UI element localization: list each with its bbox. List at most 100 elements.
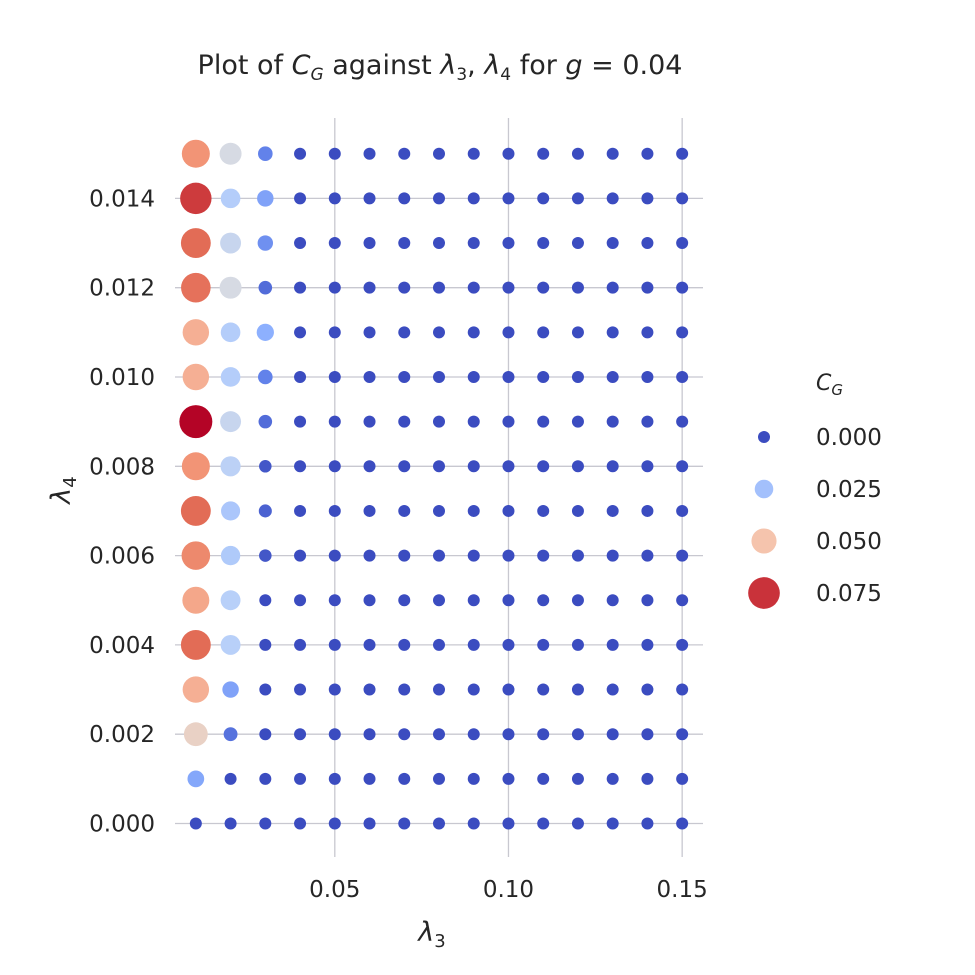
data-point bbox=[433, 326, 445, 339]
data-point bbox=[433, 817, 445, 830]
data-point bbox=[189, 817, 202, 830]
data-point bbox=[571, 683, 584, 696]
data-point bbox=[219, 142, 242, 165]
chart-title-l3-sub: 3 bbox=[456, 65, 467, 85]
data-point bbox=[294, 192, 307, 205]
data-point bbox=[294, 326, 307, 339]
data-point bbox=[258, 280, 273, 295]
chart-title-g: g bbox=[565, 50, 582, 81]
data-point bbox=[641, 594, 654, 607]
legend-marker bbox=[754, 479, 774, 499]
data-point bbox=[294, 415, 307, 428]
data-point bbox=[328, 370, 341, 383]
data-point bbox=[398, 460, 411, 473]
data-point bbox=[676, 504, 689, 517]
y-tick-labels: 0.000 0.002 0.004 0.006 0.008 0.010 0.012 0.014 bbox=[89, 186, 155, 837]
data-point bbox=[363, 370, 376, 383]
data-point bbox=[502, 817, 515, 830]
data-point bbox=[363, 504, 376, 517]
chart-title-c-sub: G bbox=[310, 65, 323, 85]
data-point bbox=[467, 370, 480, 383]
data-point bbox=[537, 192, 550, 205]
data-point bbox=[676, 683, 689, 696]
data-point bbox=[676, 147, 689, 160]
y-tick-label: 0.012 bbox=[89, 276, 155, 302]
data-point bbox=[502, 192, 515, 205]
data-point bbox=[467, 772, 480, 785]
data-point bbox=[467, 504, 480, 517]
data-point bbox=[606, 728, 619, 741]
data-point bbox=[537, 817, 550, 830]
legend-title-sym: C bbox=[816, 371, 832, 396]
data-point bbox=[294, 237, 307, 250]
data-point bbox=[571, 594, 584, 607]
data-point bbox=[398, 728, 411, 741]
data-point bbox=[220, 232, 242, 254]
data-point bbox=[220, 634, 241, 655]
data-point bbox=[363, 415, 376, 428]
chart-title-mid: against bbox=[324, 50, 441, 81]
data-point bbox=[502, 504, 515, 517]
data-point bbox=[433, 147, 445, 160]
data-point bbox=[259, 594, 272, 607]
data-point bbox=[433, 549, 445, 562]
data-point bbox=[641, 281, 654, 294]
data-point bbox=[328, 772, 341, 785]
y-tick-label: 0.004 bbox=[89, 633, 155, 659]
y-tick-label: 0.008 bbox=[89, 454, 155, 480]
data-point bbox=[537, 415, 550, 428]
data-point bbox=[294, 460, 307, 473]
data-point bbox=[222, 681, 239, 698]
data-point bbox=[433, 415, 445, 428]
legend-title-sub: G bbox=[831, 381, 843, 399]
data-point bbox=[220, 590, 241, 611]
x-tick-label: 0.05 bbox=[309, 877, 360, 903]
data-point bbox=[641, 728, 654, 741]
data-point bbox=[433, 460, 445, 473]
data-point bbox=[398, 772, 411, 785]
data-point bbox=[328, 281, 341, 294]
data-point bbox=[641, 237, 654, 250]
data-point bbox=[537, 549, 550, 562]
y-tick-label: 0.002 bbox=[89, 722, 155, 748]
data-point bbox=[363, 237, 376, 250]
data-point bbox=[181, 139, 210, 168]
data-point bbox=[606, 460, 619, 473]
data-point bbox=[294, 370, 307, 383]
data-point bbox=[258, 369, 273, 385]
data-point bbox=[363, 192, 376, 205]
data-point bbox=[398, 817, 411, 830]
data-point bbox=[606, 638, 619, 651]
data-point bbox=[467, 549, 480, 562]
data-point bbox=[676, 460, 689, 473]
data-point bbox=[676, 728, 689, 741]
x-axis-label-sub: 3 bbox=[434, 931, 445, 952]
data-point bbox=[571, 147, 584, 160]
data-point bbox=[502, 415, 515, 428]
chart-title: Plot of CG against λ3, λ4 for g = 0.04 bbox=[198, 50, 683, 85]
data-point bbox=[294, 281, 307, 294]
data-point bbox=[641, 326, 654, 339]
legend-marker bbox=[758, 431, 770, 443]
data-point bbox=[467, 147, 480, 160]
data-point bbox=[641, 683, 654, 696]
data-point bbox=[537, 460, 550, 473]
data-point bbox=[467, 326, 480, 339]
data-point bbox=[328, 504, 341, 517]
y-axis-label: λ4 bbox=[46, 476, 81, 505]
data-point bbox=[398, 594, 411, 607]
data-point bbox=[328, 460, 341, 473]
chart-title-l4: λ bbox=[482, 50, 500, 81]
data-point bbox=[259, 638, 272, 651]
data-point bbox=[363, 817, 376, 830]
data-point bbox=[502, 549, 515, 562]
data-point bbox=[676, 281, 689, 294]
data-point bbox=[676, 772, 689, 785]
data-point bbox=[224, 817, 237, 830]
data-point bbox=[180, 182, 212, 215]
data-point bbox=[676, 817, 689, 830]
data-point bbox=[258, 504, 272, 518]
data-point bbox=[294, 728, 307, 741]
data-point bbox=[398, 326, 411, 339]
chart-title-l3: λ bbox=[438, 50, 456, 81]
